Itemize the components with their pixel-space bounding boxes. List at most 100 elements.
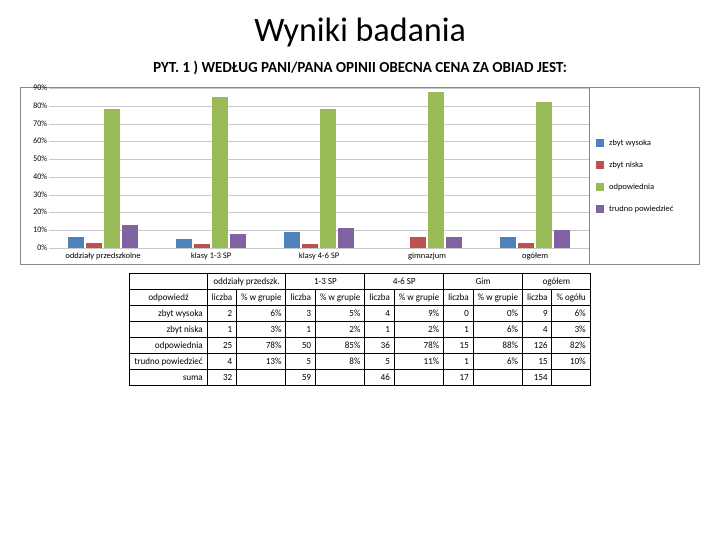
table-row-label: zbyt wysoka (130, 306, 207, 322)
bar-group (373, 88, 481, 248)
bar (500, 237, 516, 248)
table-cell: 3% (237, 322, 286, 338)
table-row: zbyt niska13%12%12%16%43% (130, 322, 590, 338)
table-corner (130, 274, 207, 290)
bar-group (481, 88, 589, 248)
table-row-label: odpowiednia (130, 338, 207, 354)
table-cell: 78% (394, 338, 443, 354)
table-cell: 13% (237, 354, 286, 370)
y-axis-label: 20% (21, 207, 47, 217)
table-cell: 4 (522, 322, 552, 338)
table-row-header-title: odpowiedź (130, 290, 207, 306)
x-axis-label: gimnazjum (373, 248, 481, 264)
table-cell: 5 (286, 354, 316, 370)
table-cell (552, 370, 590, 386)
bar (284, 232, 300, 248)
x-axis-label: klasy 1-3 SP (157, 248, 265, 264)
table-cell (473, 370, 522, 386)
table-cell: 3% (552, 322, 590, 338)
table-group-header: 1-3 SP (286, 274, 365, 290)
legend-item: zbyt niska (596, 160, 693, 170)
legend-item: odpowiednia (596, 182, 693, 192)
table-group-header: ogółem (522, 274, 590, 290)
bar (536, 102, 552, 248)
legend-swatch (596, 161, 604, 169)
y-axis-label: 0% (21, 243, 47, 253)
table-row: suma32594617154 (130, 370, 590, 386)
legend-label: zbyt niska (609, 160, 643, 170)
legend-item: trudno powiedzieć (596, 204, 693, 214)
bar (320, 109, 336, 248)
table-cell: 36 (365, 338, 395, 354)
bar (176, 239, 192, 248)
table-cell: 9% (394, 306, 443, 322)
table-cell: 1 (444, 322, 474, 338)
table-cell: 17 (444, 370, 474, 386)
bar (212, 97, 228, 248)
y-axis-label: 90% (21, 83, 47, 93)
page-title: Wyniki badania (0, 10, 720, 51)
table-cell: 6% (473, 354, 522, 370)
table-cell: 8% (315, 354, 364, 370)
bar (68, 237, 84, 248)
chart-plot-area: 0%10%20%30%40%50%60%70%80%90% oddziały p… (20, 87, 590, 265)
y-axis-label: 40% (21, 172, 47, 182)
table-subheader-count: liczba (522, 290, 552, 306)
table-cell: 4 (365, 306, 395, 322)
table-subheader-pct: % ogółu (552, 290, 590, 306)
table-cell: 1 (444, 354, 474, 370)
table-cell: 1 (365, 322, 395, 338)
table-cell: 5 (365, 354, 395, 370)
table-subheader-count: liczba (286, 290, 316, 306)
table-cell: 10% (552, 354, 590, 370)
bar (302, 244, 318, 248)
table-cell: 6% (473, 322, 522, 338)
table-cell: 3 (286, 306, 316, 322)
x-axis-label: klasy 4-6 SP (265, 248, 373, 264)
bar-group (265, 88, 373, 248)
bar (338, 228, 354, 248)
table-cell: 0% (473, 306, 522, 322)
table-cell: 0 (444, 306, 474, 322)
bar (86, 243, 102, 248)
table-cell: 50 (286, 338, 316, 354)
table-cell: 82% (552, 338, 590, 354)
table-cell: 2 (207, 306, 237, 322)
table-row: zbyt wysoka26%35%49%00%96% (130, 306, 590, 322)
table-cell (315, 370, 364, 386)
table-cell (237, 370, 286, 386)
table-subheader-count: liczba (444, 290, 474, 306)
x-axis-label: ogółem (481, 248, 589, 264)
y-axis-label: 80% (21, 101, 47, 111)
bar (446, 237, 462, 248)
bar (194, 244, 210, 248)
bar (518, 243, 534, 248)
x-axis-label: oddziały przedszkolne (49, 248, 157, 264)
legend-item: zbyt wysoka (596, 138, 693, 148)
table-cell: 2% (315, 322, 364, 338)
y-axis-label: 10% (21, 225, 47, 235)
y-axis-label: 30% (21, 190, 47, 200)
bar-group (49, 88, 157, 248)
table-group-header: 4-6 SP (365, 274, 444, 290)
table-row-label: zbyt niska (130, 322, 207, 338)
bar-chart: 0%10%20%30%40%50%60%70%80%90% oddziały p… (20, 87, 700, 265)
table-group-header: oddziały przedszk. (207, 274, 286, 290)
table-subheader-count: liczba (207, 290, 237, 306)
legend-label: zbyt wysoka (609, 138, 651, 148)
table-cell: 4 (207, 354, 237, 370)
table-cell: 9 (522, 306, 552, 322)
table-cell: 1 (207, 322, 237, 338)
table-group-header: Gim (444, 274, 523, 290)
y-axis-label: 50% (21, 154, 47, 164)
table-cell: 15 (444, 338, 474, 354)
y-axis-label: 60% (21, 136, 47, 146)
table-cell: 11% (394, 354, 443, 370)
bar (230, 234, 246, 248)
table-cell: 85% (315, 338, 364, 354)
bar (410, 237, 426, 248)
table-subheader-pct: % w grupie (237, 290, 286, 306)
bar (428, 92, 444, 248)
bar (122, 225, 138, 248)
table-cell: 25 (207, 338, 237, 354)
